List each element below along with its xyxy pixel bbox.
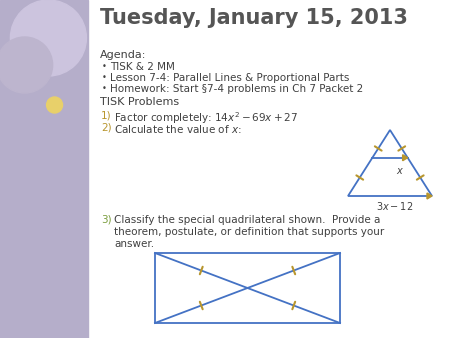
Text: Tuesday, January 15, 2013: Tuesday, January 15, 2013 — [100, 8, 408, 28]
Text: Homework: Start §7-4 problems in Ch 7 Packet 2: Homework: Start §7-4 problems in Ch 7 Pa… — [110, 84, 363, 94]
Text: Lesson 7-4: Parallel Lines & Proportional Parts: Lesson 7-4: Parallel Lines & Proportiona… — [110, 73, 349, 83]
Text: $x$: $x$ — [396, 166, 404, 176]
Text: Calculate the value of $x$:: Calculate the value of $x$: — [114, 123, 242, 135]
Text: •: • — [102, 62, 107, 71]
Text: •: • — [102, 84, 107, 93]
Text: TISK Problems: TISK Problems — [100, 97, 179, 107]
Text: Classify the special quadrilateral shown.  Provide a: Classify the special quadrilateral shown… — [114, 215, 380, 225]
Circle shape — [46, 97, 63, 113]
Text: TISK & 2 MM: TISK & 2 MM — [110, 62, 175, 72]
Bar — [0, 0, 88, 338]
Text: 2): 2) — [101, 123, 112, 133]
Text: 1): 1) — [101, 110, 112, 120]
Text: answer.: answer. — [114, 239, 154, 249]
Text: •: • — [102, 73, 107, 82]
Text: Factor completely: $14x^2 - 69x + 27$: Factor completely: $14x^2 - 69x + 27$ — [114, 110, 298, 126]
Polygon shape — [427, 193, 432, 199]
Text: Agenda:: Agenda: — [100, 50, 146, 60]
Text: 3): 3) — [101, 215, 112, 225]
Text: $3x - 12$: $3x - 12$ — [376, 200, 414, 212]
Bar — [155, 253, 340, 323]
Text: theorem, postulate, or definition that supports your: theorem, postulate, or definition that s… — [114, 227, 384, 237]
Circle shape — [10, 0, 86, 76]
Polygon shape — [403, 155, 408, 161]
Circle shape — [0, 37, 53, 93]
